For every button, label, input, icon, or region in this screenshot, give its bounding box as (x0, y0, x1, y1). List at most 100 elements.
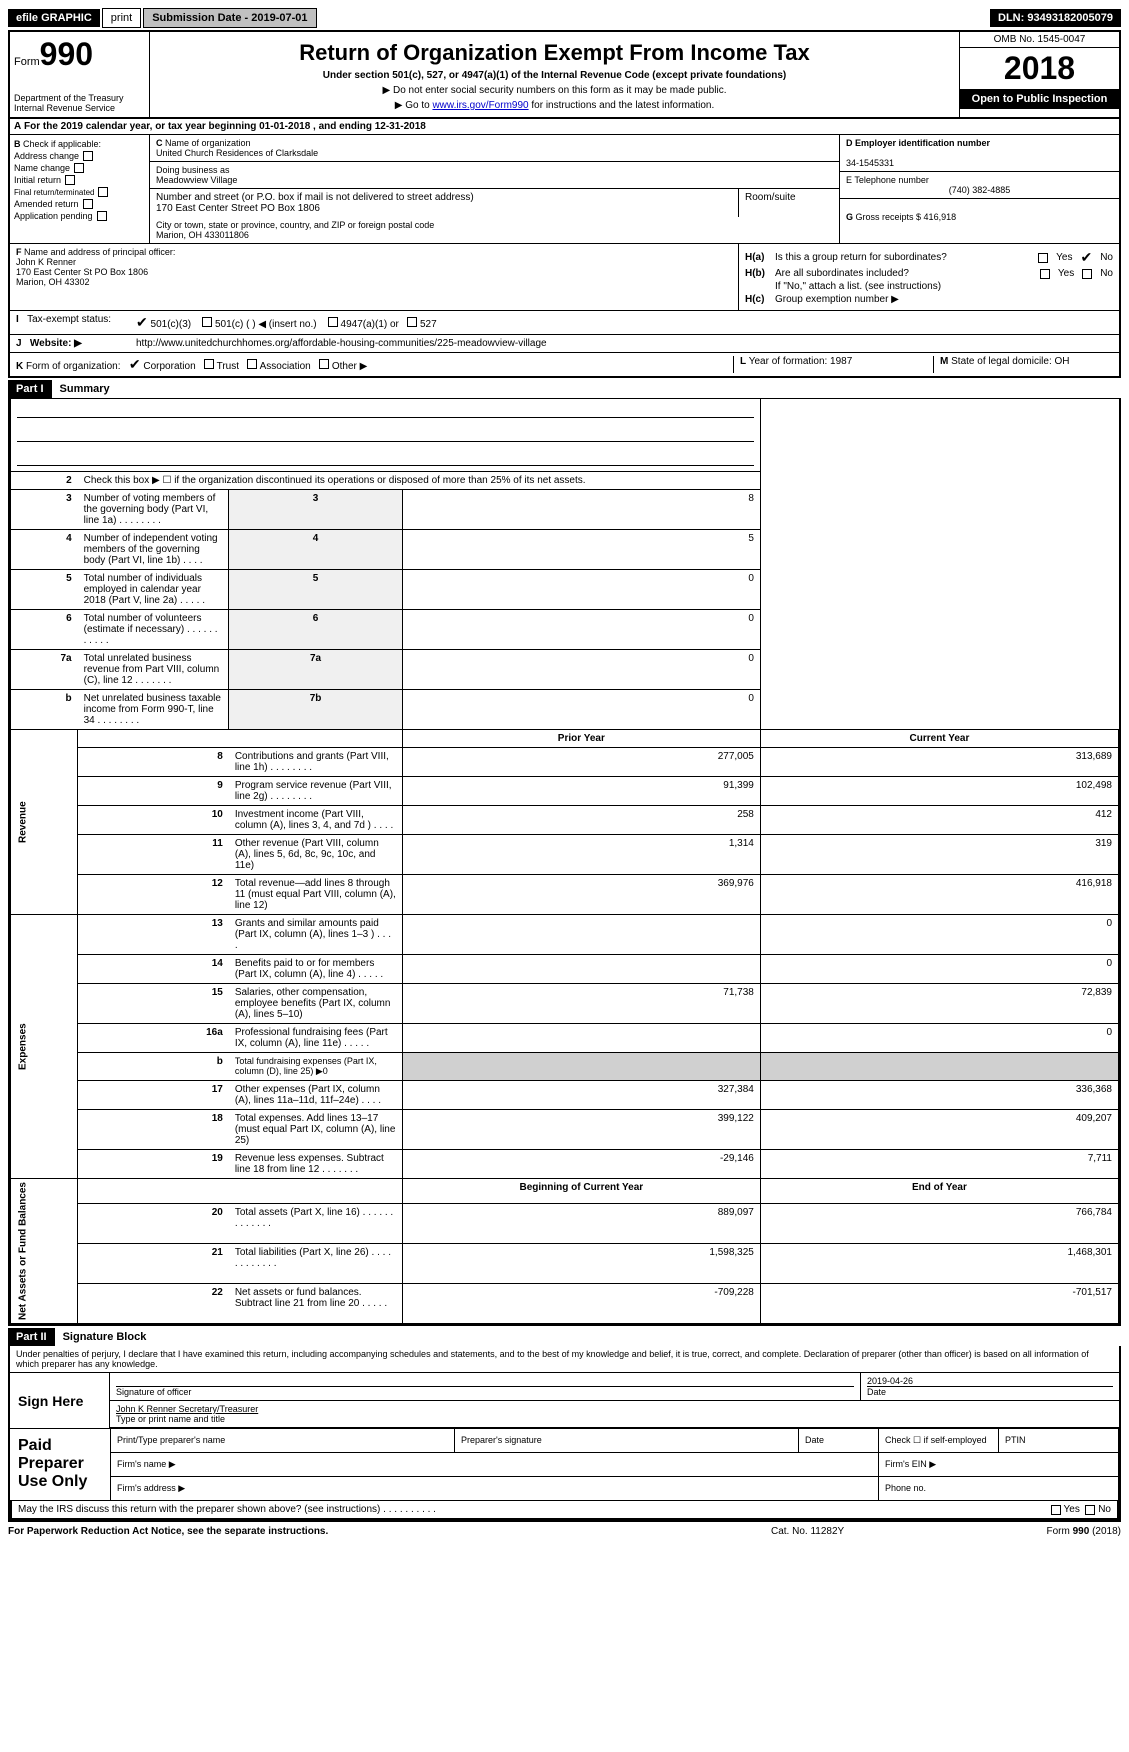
website-url: http://www.unitedchurchhomes.org/afforda… (136, 338, 547, 349)
efile-print[interactable]: print (102, 8, 141, 28)
checkbox-discuss-yes[interactable] (1051, 1505, 1061, 1515)
state-domicile: State of legal domicile: OH (951, 356, 1069, 367)
prior-value: 369,976 (402, 875, 760, 915)
curr-value: 0 (760, 915, 1118, 955)
value-cell: 0 (402, 690, 760, 730)
value-cell: 0 (402, 650, 760, 690)
prior-value: 889,097 (402, 1203, 760, 1243)
footer-catno: Cat. No. 11282Y (771, 1526, 971, 1537)
form-title: Return of Organization Exempt From Incom… (158, 40, 951, 66)
checkbox-pending[interactable] (97, 211, 107, 221)
prior-value: 91,399 (402, 777, 760, 806)
part2-header-row: Part IISignature Block (8, 1326, 1121, 1346)
section-bcd: B Check if applicable: Address change Na… (8, 135, 1121, 244)
section-label: Revenue (11, 730, 78, 915)
curr-value: 72,839 (760, 984, 1118, 1024)
prior-value (402, 915, 760, 955)
prior-value: 399,122 (402, 1110, 760, 1150)
officer-typed-name: John K Renner Secretary/Treasurer (116, 1404, 258, 1414)
row-a-tax-year: A For the 2019 calendar year, or tax yea… (8, 119, 1121, 135)
gross-receipts: Gross receipts $ 416,918 (856, 212, 957, 222)
checkbox-discuss-no[interactable] (1085, 1505, 1095, 1515)
prior-value: -29,146 (402, 1150, 760, 1179)
form-subtitle: Under section 501(c), 527, or 4947(a)(1)… (158, 70, 951, 81)
col-d-ein: D Employer identification number 34-1545… (839, 135, 1119, 243)
checkbox-hb-yes[interactable] (1040, 269, 1050, 279)
form-number: 990 (40, 36, 93, 72)
checkbox-amended[interactable] (83, 199, 93, 209)
perjury-text: Under penalties of perjury, I declare th… (10, 1346, 1119, 1373)
checkbox-trust[interactable] (204, 359, 214, 369)
curr-value: 319 (760, 835, 1118, 875)
efile-graphic-label: efile GRAPHIC (8, 9, 100, 27)
checkbox-initial[interactable] (65, 175, 75, 185)
part1-body: 2 Check this box ▶ ☐ if the organization… (8, 398, 1121, 1326)
part1-header: Part I (8, 380, 52, 398)
prior-value: -709,228 (402, 1283, 760, 1323)
efile-bar: efile GRAPHIC print Submission Date - 20… (8, 8, 1121, 28)
footer-formref: Form 990 (2018) (971, 1526, 1121, 1537)
curr-value: 1,468,301 (760, 1243, 1118, 1283)
instruction-goto: ▶ Go to www.irs.gov/Form990 for instruct… (158, 100, 951, 111)
curr-value: 0 (760, 1024, 1118, 1053)
row-fh: F Name and address of principal officer:… (8, 244, 1121, 311)
checkbox-assoc[interactable] (247, 359, 257, 369)
curr-value: 336,368 (760, 1081, 1118, 1110)
checkbox-final[interactable] (98, 187, 108, 197)
omb-number: OMB No. 1545-0047 (960, 32, 1119, 48)
part2-header: Part II (8, 1328, 55, 1346)
curr-value: 313,689 (760, 748, 1118, 777)
checkbox-name[interactable] (74, 163, 84, 173)
col-c-org-info: C Name of organization United Church Res… (150, 135, 839, 243)
tax-year: 2018 (960, 48, 1119, 89)
efile-submission: Submission Date - 2019-07-01 (143, 8, 316, 28)
sign-here-label: Sign Here (10, 1373, 110, 1428)
efile-dln: DLN: 93493182005079 (990, 9, 1121, 27)
curr-value: 412 (760, 806, 1118, 835)
org-name: United Church Residences of Clarksdale (156, 148, 318, 158)
section-label: Net Assets or Fund Balances (11, 1179, 78, 1324)
prior-value (402, 955, 760, 984)
signature-section: Under penalties of perjury, I declare th… (8, 1346, 1121, 1522)
phone-value: (740) 382-4885 (846, 185, 1113, 195)
discuss-row: May the IRS discuss this return with the… (10, 1501, 1119, 1520)
org-city: Marion, OH 433011806 (156, 230, 249, 240)
value-cell: 8 (402, 490, 760, 530)
section-label: Expenses (11, 915, 78, 1179)
org-dba: Meadowview Village (156, 175, 237, 185)
prior-value: 1,598,325 (402, 1243, 760, 1283)
dept-treasury: Department of the Treasury (14, 93, 145, 103)
checkmark-ha-no: ✔ (1080, 249, 1092, 266)
instruction-ssn: Do not enter social security numbers on … (158, 85, 951, 96)
row-j-website: J Website: ▶ http://www.unitedchurchhome… (8, 335, 1121, 353)
value-cell: 0 (402, 570, 760, 610)
checkbox-hb-no[interactable] (1082, 269, 1092, 279)
prior-value (402, 1024, 760, 1053)
paid-preparer-label: Paid Preparer Use Only (10, 1429, 110, 1500)
checkbox-other[interactable] (319, 359, 329, 369)
prior-value: 327,384 (402, 1081, 760, 1110)
row-klm: K Form of organization: ✔ Corporation Tr… (8, 353, 1121, 378)
checkbox-address[interactable] (83, 151, 93, 161)
value-cell: 0 (402, 610, 760, 650)
summary-table: 2 Check this box ▶ ☐ if the organization… (10, 399, 1119, 1324)
checkbox-527[interactable] (407, 317, 417, 327)
form-header: Form990 Department of the Treasury Inter… (8, 30, 1121, 119)
sig-date: 2019-04-26 (867, 1376, 913, 1386)
checkbox-ha-yes[interactable] (1038, 253, 1048, 263)
footer: For Paperwork Reduction Act Notice, see … (8, 1522, 1121, 1541)
footer-notice: For Paperwork Reduction Act Notice, see … (8, 1526, 771, 1537)
checkbox-4947[interactable] (328, 317, 338, 327)
prior-value: 1,314 (402, 835, 760, 875)
part1-header-row: Part ISummary (8, 378, 1121, 398)
curr-value: 416,918 (760, 875, 1118, 915)
checkbox-501c[interactable] (202, 317, 212, 327)
checkmark-501c3: ✔ (136, 314, 148, 330)
year-formation: Year of formation: 1987 (749, 356, 853, 367)
officer-name: John K Renner (16, 257, 76, 267)
curr-value: 766,784 (760, 1203, 1118, 1243)
curr-value: 0 (760, 955, 1118, 984)
irs-link[interactable]: www.irs.gov/Form990 (432, 100, 528, 111)
curr-value: 409,207 (760, 1110, 1118, 1150)
curr-value: -701,517 (760, 1283, 1118, 1323)
